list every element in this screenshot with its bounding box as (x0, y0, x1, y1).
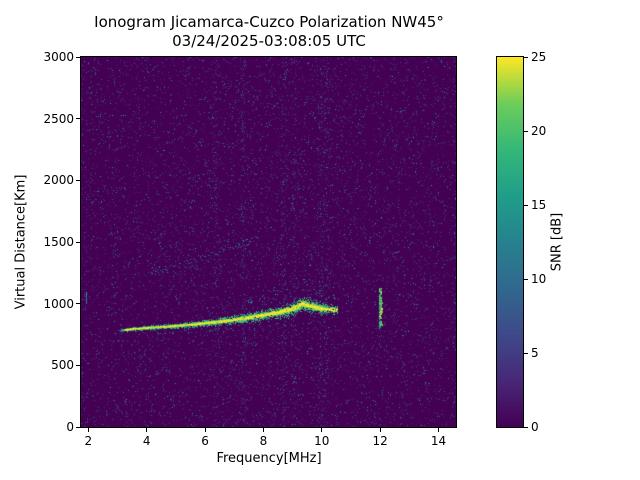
x-tick-mark (204, 428, 206, 432)
x-tick-mark (146, 428, 148, 432)
x-tick-label: 12 (372, 434, 388, 448)
x-tick-mark (437, 428, 439, 432)
plot-area (80, 56, 457, 428)
colorbar-tick-label: 10 (531, 272, 547, 286)
x-tick-label: 8 (259, 434, 268, 448)
y-tick-label: 1500 (43, 235, 74, 249)
colorbar-tick-mark (524, 56, 528, 58)
y-tick-label: 500 (51, 358, 74, 373)
heatmap-canvas (81, 57, 456, 427)
x-tick-label: 14 (430, 434, 447, 448)
y-tick-label: 0 (66, 420, 74, 434)
x-tick-label: 2 (84, 434, 93, 448)
chart-subtitle: 03/24/2025-03:08:05 UTC (172, 32, 366, 50)
x-tick-label: 4 (142, 434, 151, 448)
chart-title: Ionogram Jicamarca-Cuzco Polarization NW… (94, 13, 444, 31)
colorbar-tick-label: 15 (531, 198, 547, 212)
x-tick-label: 10 (314, 434, 330, 448)
x-tick-mark (379, 428, 381, 432)
colorbar-tick-label: 0 (531, 420, 539, 434)
colorbar-tick-mark (524, 130, 528, 132)
colorbar-tick-mark (524, 426, 528, 428)
x-tick-label: 6 (201, 434, 209, 448)
x-axis-label: Frequency[MHz] (216, 451, 322, 466)
y-tick-label: 1000 (43, 296, 74, 311)
y-axis-label: Virtual Distance[Km] (13, 174, 29, 310)
colorbar-canvas (497, 57, 523, 427)
x-tick-mark (87, 428, 89, 432)
colorbar-tick-label: 25 (531, 50, 547, 64)
y-tick-label: 3000 (43, 50, 74, 64)
colorbar-tick-mark (524, 204, 528, 206)
colorbar-tick-mark (524, 278, 528, 280)
colorbar-label: SNR [dB] (549, 212, 565, 272)
colorbar-tick-label: 5 (531, 346, 539, 360)
x-tick-mark (321, 428, 323, 432)
x-tick-mark (262, 428, 264, 432)
y-tick-label: 2000 (43, 173, 74, 188)
colorbar-tick-label: 20 (531, 124, 547, 138)
colorbar-tick-mark (524, 352, 528, 354)
colorbar (496, 56, 524, 428)
y-tick-label: 2500 (43, 111, 74, 126)
